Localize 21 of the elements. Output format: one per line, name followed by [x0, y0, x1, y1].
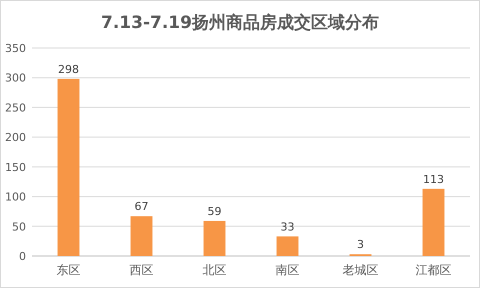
data-label: 113 [423, 172, 444, 186]
y-tick-label: 350 [5, 42, 26, 55]
x-tick-label: 北区 [202, 263, 226, 277]
y-tick-label: 100 [5, 190, 26, 204]
x-tick-label: 东区 [56, 263, 80, 277]
y-tick-label: 250 [5, 101, 26, 114]
data-label: 67 [134, 200, 148, 214]
x-tick-label: 西区 [130, 263, 154, 277]
data-label: 3 [357, 238, 364, 252]
y-tick-label: 200 [5, 131, 26, 144]
data-label: 33 [280, 220, 294, 234]
data-label: 59 [208, 204, 222, 218]
y-tick-label: 50 [12, 220, 26, 234]
title: 7.13-7.19扬州商品房成交区域分布 [101, 13, 379, 33]
x-tick-label: 江都区 [416, 263, 452, 277]
y-tick-label: 150 [5, 160, 26, 174]
x-tick-label: 南区 [276, 263, 300, 277]
data-label: 298 [58, 62, 79, 76]
y-tick-label: 0 [19, 250, 26, 263]
y-tick-label: 300 [5, 72, 26, 85]
x-tick-label: 老城区 [342, 263, 378, 277]
